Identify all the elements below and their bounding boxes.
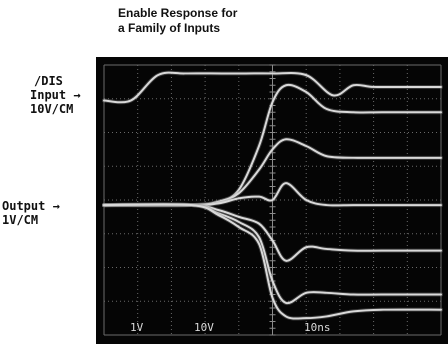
output-label-line-1: Output →	[2, 199, 60, 213]
dis-input-label: /DIS Input → 10V/CM	[30, 74, 92, 116]
output-label-line-2: 1V/CM	[2, 213, 39, 227]
chart-title-line-2: a Family of Inputs	[118, 21, 221, 35]
scope-label-ch1: 1V	[130, 321, 144, 334]
trace-line-1	[103, 71, 442, 104]
output-label: Output → 1V/CM	[2, 199, 60, 227]
dis-label-line-2: Input →	[30, 88, 81, 102]
trace-line-4	[103, 182, 442, 207]
scope-label-ch2: 10V	[194, 321, 214, 334]
chart-title-line-1: Enable Response for	[118, 6, 238, 20]
oscilloscope-plot: 1V 10V 10ns	[102, 64, 443, 336]
trace-line-5	[103, 203, 442, 262]
trace-line-7	[103, 203, 442, 320]
scope-label-time: 10ns	[304, 321, 331, 334]
oscilloscope-screen: 1V 10V 10ns	[96, 57, 448, 344]
dis-label-line-3: 10V/CM	[30, 102, 74, 116]
dis-label-line-1: /DIS	[34, 74, 63, 88]
chart-title: Enable Response for a Family of Inputs	[118, 6, 338, 36]
